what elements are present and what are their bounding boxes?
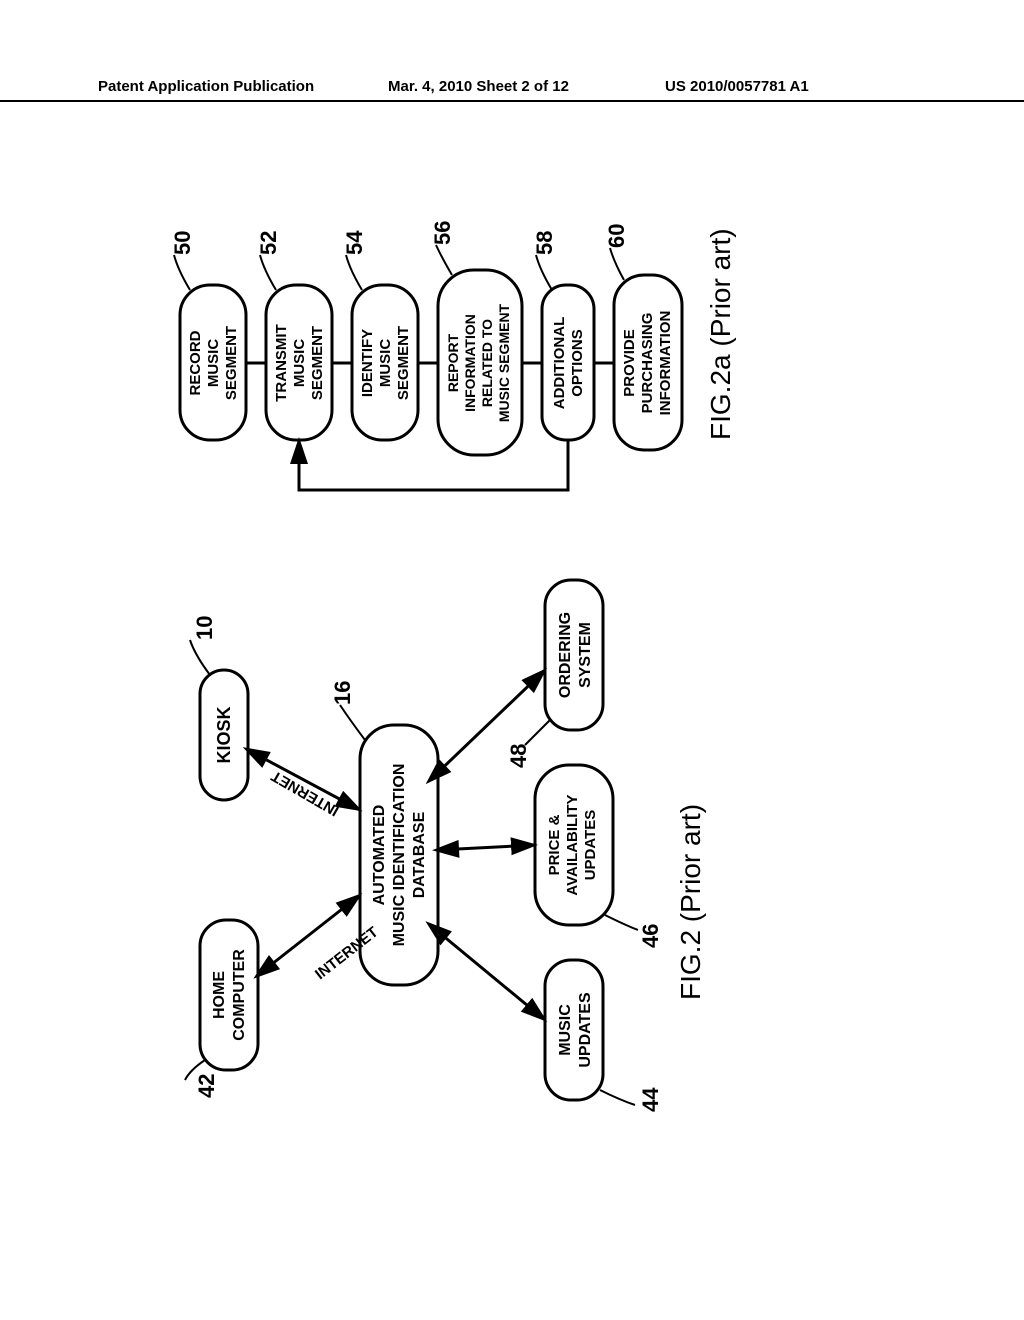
svg-text:MUSIC: MUSIC [205,339,222,388]
svg-text:PROVIDE: PROVIDE [621,329,638,397]
edge-loop-58-52 [299,440,568,490]
svg-text:MUSIC: MUSIC [377,339,394,388]
node-step-52: TRANSMIT MUSIC SEGMENT [266,285,332,440]
svg-text:RELATED TO: RELATED TO [479,319,495,407]
ref-16: 16 [330,681,355,705]
ref-54: 54 [342,230,367,255]
edge-db-price [438,845,535,850]
svg-text:UPDATES: UPDATES [577,992,594,1068]
node-kiosk: KIOSK [200,670,248,800]
node-step-54: IDENTIFY MUSIC SEGMENT [352,285,418,440]
svg-text:MUSIC IDENTIFICATION: MUSIC IDENTIFICATION [391,764,408,947]
node-step-50: RECORD MUSIC SEGMENT [180,285,246,440]
svg-text:COMPUTER: COMPUTER [231,949,248,1041]
svg-text:SEGMENT: SEGMENT [223,326,240,400]
node-price-avail: PRICE & AVAILABILITY UPDATES [535,765,613,925]
svg-text:HOME: HOME [211,971,228,1019]
header-left: Patent Application Publication [98,78,314,95]
node-database: AUTOMATED MUSIC IDENTIFICATION DATABASE [360,725,438,985]
svg-text:MUSIC: MUSIC [291,339,308,388]
node-step-56: REPORT INFORMATION RELATED TO MUSIC SEGM… [438,270,522,455]
svg-text:PURCHASING: PURCHASING [639,313,656,414]
ref-10: 10 [192,616,217,640]
svg-text:DATABASE: DATABASE [411,811,428,898]
node-ordering: ORDERING SYSTEM [545,580,603,730]
svg-text:REPORT: REPORT [445,333,461,392]
node-step-58: ADDITIONAL OPTIONS [542,285,594,440]
svg-text:MUSIC SEGMENT: MUSIC SEGMENT [496,303,512,422]
ref-60: 60 [604,224,629,248]
svg-text:OPTIONS: OPTIONS [569,329,586,397]
ref-52: 52 [256,231,281,255]
fig2a-caption: FIG.2a (Prior art) [705,228,736,440]
svg-text:INFORMATION: INFORMATION [657,311,674,416]
node-step-60: PROVIDE PURCHASING INFORMATION [614,275,682,450]
svg-text:INFORMATION: INFORMATION [462,314,478,412]
svg-text:RECORD: RECORD [187,330,204,395]
node-music-updates: MUSIC UPDATES [545,960,603,1100]
svg-text:SEGMENT: SEGMENT [395,326,412,400]
svg-text:AUTOMATED: AUTOMATED [371,805,388,906]
diagram-svg: HOME COMPUTER 42 KIOSK 10 AUTOMATED MUSI… [0,150,1024,1250]
ref-56: 56 [430,221,455,245]
edge-db-music [430,925,545,1020]
svg-text:PRICE &: PRICE & [546,814,563,875]
svg-text:ORDERING: ORDERING [557,612,574,698]
ref-42: 42 [194,1074,219,1098]
fig2-group: HOME COMPUTER 42 KIOSK 10 AUTOMATED MUSI… [185,580,706,1112]
svg-text:IDENTIFY: IDENTIFY [359,329,376,397]
node-home-computer: HOME COMPUTER [200,920,258,1070]
ref-48: 48 [506,744,531,768]
fig2a-group: RECORD MUSIC SEGMENT 50 TRANSMIT MUSIC S… [170,221,736,490]
svg-text:ADDITIONAL: ADDITIONAL [551,317,568,410]
svg-text:SEGMENT: SEGMENT [309,326,326,400]
ref-46: 46 [638,924,663,948]
svg-text:SYSTEM: SYSTEM [577,622,594,688]
diagram-container: HOME COMPUTER 42 KIOSK 10 AUTOMATED MUSI… [0,150,1024,1250]
ref-58: 58 [532,231,557,255]
header-center: Mar. 4, 2010 Sheet 2 of 12 [388,78,569,95]
svg-text:UPDATES: UPDATES [582,810,599,881]
svg-text:KIOSK: KIOSK [214,706,234,763]
svg-text:AVAILABILITY: AVAILABILITY [564,794,581,895]
ref-44: 44 [638,1087,663,1112]
svg-text:TRANSMIT: TRANSMIT [273,324,290,402]
ref-50: 50 [170,231,195,255]
fig2-caption: FIG.2 (Prior art) [675,804,706,1000]
page-header: Patent Application Publication Mar. 4, 2… [0,78,1024,102]
svg-text:MUSIC: MUSIC [557,1004,574,1056]
header-right: US 2010/0057781 A1 [665,78,809,95]
